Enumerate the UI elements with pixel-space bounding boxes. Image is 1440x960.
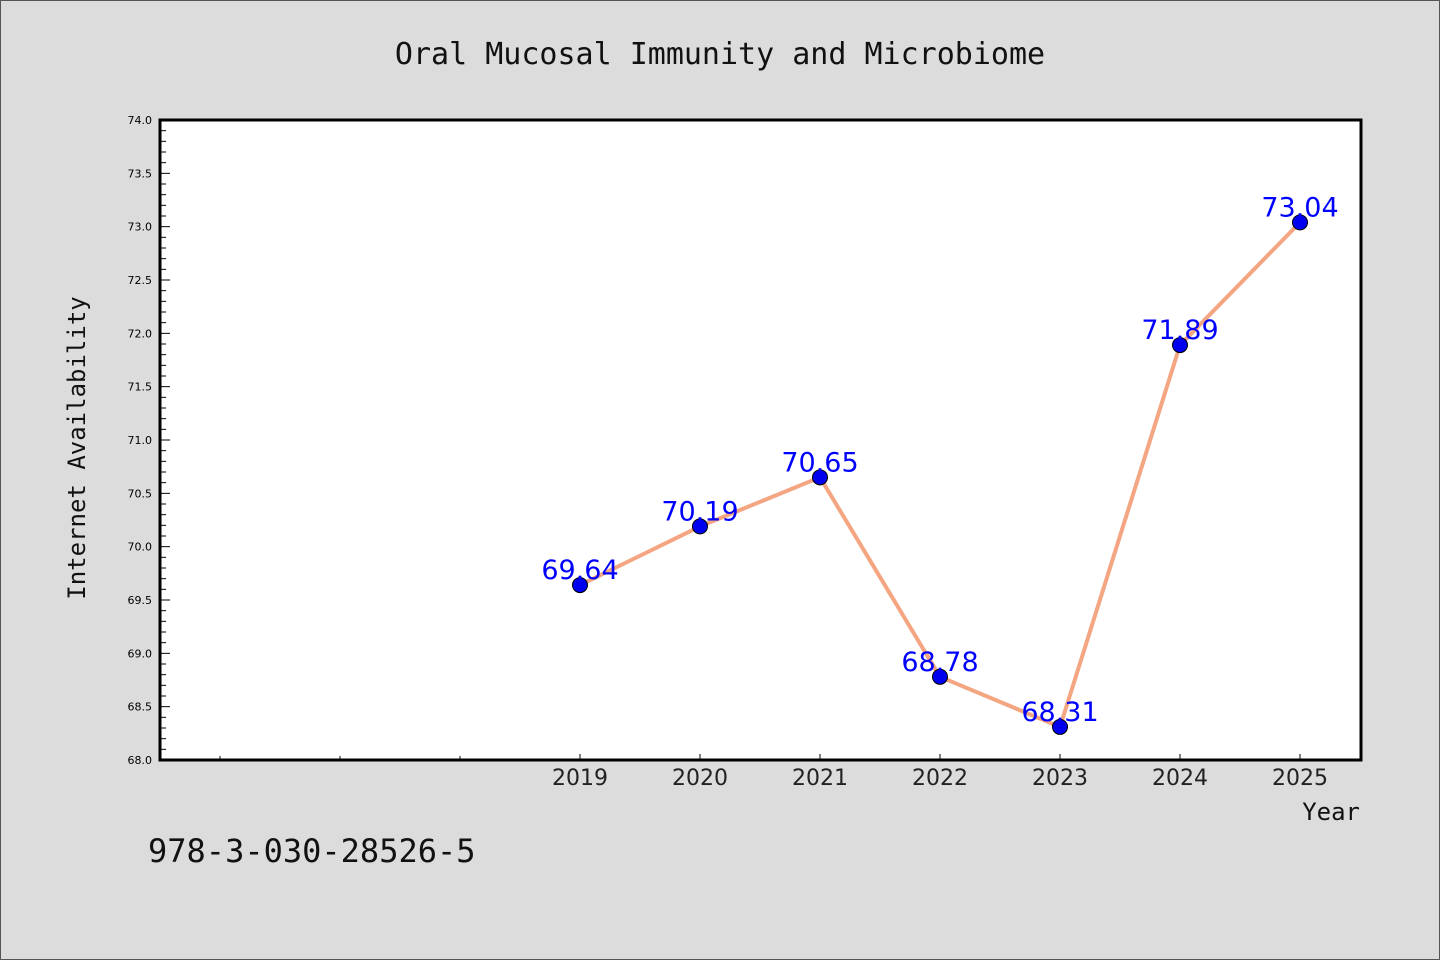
data-point	[1172, 337, 1188, 354]
x-tick-label: 2024	[1152, 766, 1208, 791]
data-label: 71.89	[1141, 315, 1218, 346]
x-tick-label: 2019	[552, 766, 608, 791]
y-tick-label: 70.0	[128, 541, 153, 554]
data-labels: 69.64 70.19 70.65 68.78 68.31 71.89 73.04	[541, 192, 1338, 728]
y-tick-label: 68.5	[128, 701, 153, 714]
data-points	[572, 214, 1308, 735]
data-point	[692, 518, 708, 535]
chart-title: Oral Mucosal Immunity and Microbiome	[395, 37, 1045, 72]
data-point	[572, 577, 588, 594]
y-tick-label: 72.5	[128, 274, 153, 287]
data-label: 69.64	[541, 555, 618, 586]
y-tick-label: 72.0	[128, 327, 153, 340]
y-tick-label: 68.0	[128, 754, 153, 767]
plot-area	[158, 118, 1363, 762]
data-point	[1292, 214, 1308, 231]
data-label: 70.65	[781, 447, 858, 478]
data-label: 73.04	[1261, 192, 1338, 223]
y-tick-label: 71.0	[128, 434, 153, 447]
data-label: 70.19	[661, 496, 738, 527]
data-point	[1052, 718, 1068, 735]
x-tick-label: 2021	[792, 766, 848, 791]
footer-code: 978-3-030-28526-5	[148, 832, 476, 870]
y-tick-label: 73.5	[128, 167, 153, 180]
y-tick-label: 69.0	[128, 647, 153, 660]
y-tick-label: 73.0	[128, 221, 153, 234]
x-axis-title: Year	[1302, 798, 1360, 826]
y-tick-label: 74.0	[128, 114, 153, 127]
y-tick-label: 71.5	[128, 381, 153, 394]
data-label: 68.78	[901, 647, 978, 678]
data-label: 68.31	[1021, 697, 1098, 728]
y-tick-label: 69.5	[128, 594, 153, 607]
y-tick-label: 70.5	[128, 487, 153, 500]
x-tick-label: 2020	[672, 766, 728, 791]
x-tick-label: 2023	[1032, 766, 1088, 791]
x-axis: 2019 2020 2021 2022 2023 2024 2025	[219, 754, 1328, 791]
x-tick-label: 2025	[1272, 766, 1328, 791]
y-axis-title: Internet Availability	[63, 296, 91, 599]
data-point	[932, 668, 948, 685]
data-point	[812, 469, 828, 486]
y-axis: 68.0 68.5 69.0 69.5 70.0 70.5 71.0 71.5 72.0 72.5…	[128, 114, 170, 767]
x-tick-label: 2022	[912, 766, 968, 791]
